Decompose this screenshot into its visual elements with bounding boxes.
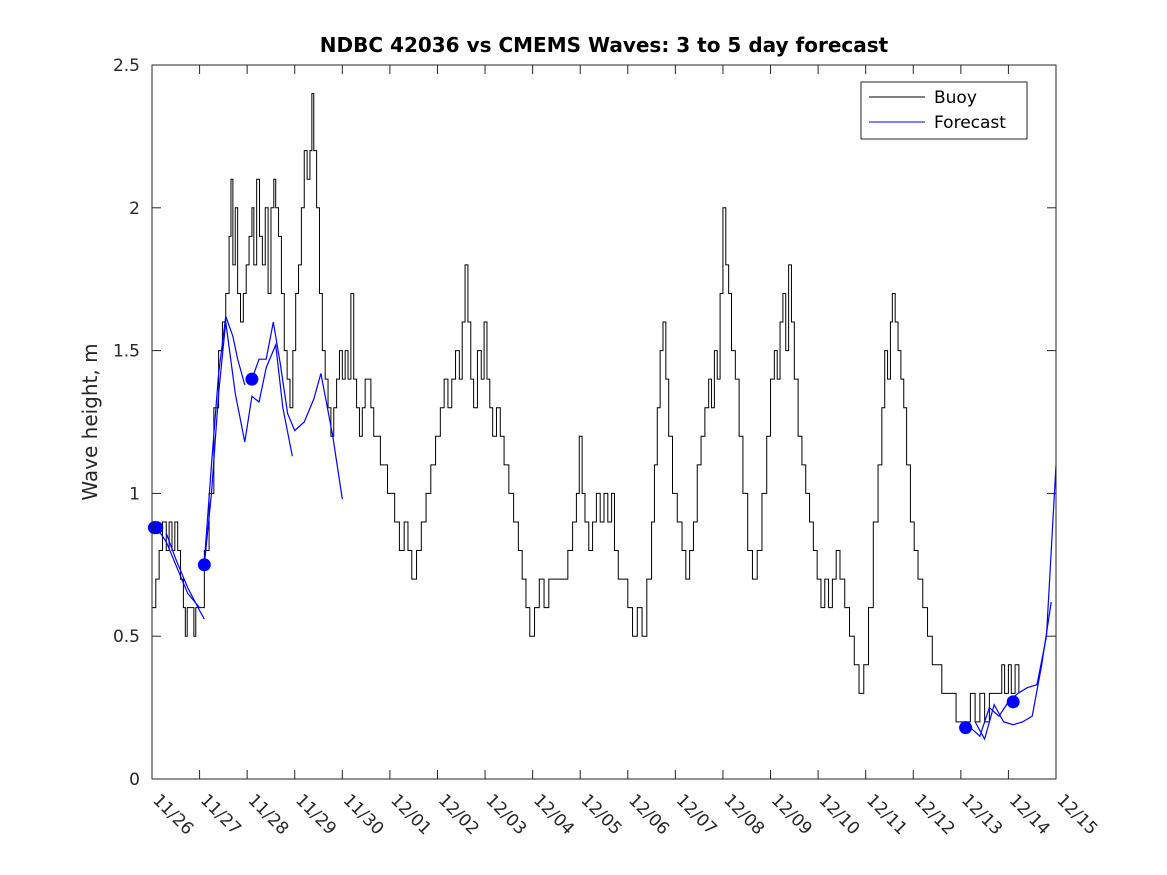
series-forecast-line-4 bbox=[251, 321, 343, 500]
markers-group bbox=[147, 372, 1020, 735]
legend-label-buoy: Buoy bbox=[934, 88, 977, 108]
forecast-marker bbox=[245, 372, 259, 386]
series-forecast-line-3 bbox=[203, 321, 293, 565]
y-tick-label: 2.5 bbox=[113, 56, 140, 76]
y-tick-label: 1 bbox=[129, 484, 140, 504]
forecast-marker bbox=[150, 521, 164, 535]
y-axis-ticks: 0 0.5 1 1.5 2 2.5 bbox=[113, 56, 1056, 790]
y-tick-label: 0.5 bbox=[113, 627, 140, 647]
legend: Buoy Forecast bbox=[860, 81, 1028, 140]
legend-box bbox=[860, 81, 1028, 140]
series-buoy-line bbox=[152, 93, 1020, 723]
series-forecast-line-2 bbox=[203, 316, 246, 562]
series-forecast-line-1 bbox=[165, 533, 205, 620]
y-tick-label: 2 bbox=[129, 199, 140, 219]
plot-background bbox=[152, 65, 1056, 779]
y-tick-label: 1.5 bbox=[113, 342, 140, 362]
plot-frame bbox=[151, 64, 1057, 780]
forecast-marker bbox=[197, 558, 211, 572]
chart-title: NDBC 42036 vs CMEMS Waves: 3 to 5 day fo… bbox=[320, 33, 889, 57]
y-axis-label: Wave height, m bbox=[78, 343, 102, 500]
y-tick-label: 0 bbox=[129, 770, 140, 790]
forecast-marker bbox=[959, 721, 973, 735]
series-forecast-line-6 bbox=[974, 601, 1052, 741]
series-group bbox=[152, 93, 1057, 741]
legend-label-forecast: Forecast bbox=[934, 113, 1006, 133]
forecast-marker bbox=[1006, 695, 1020, 709]
